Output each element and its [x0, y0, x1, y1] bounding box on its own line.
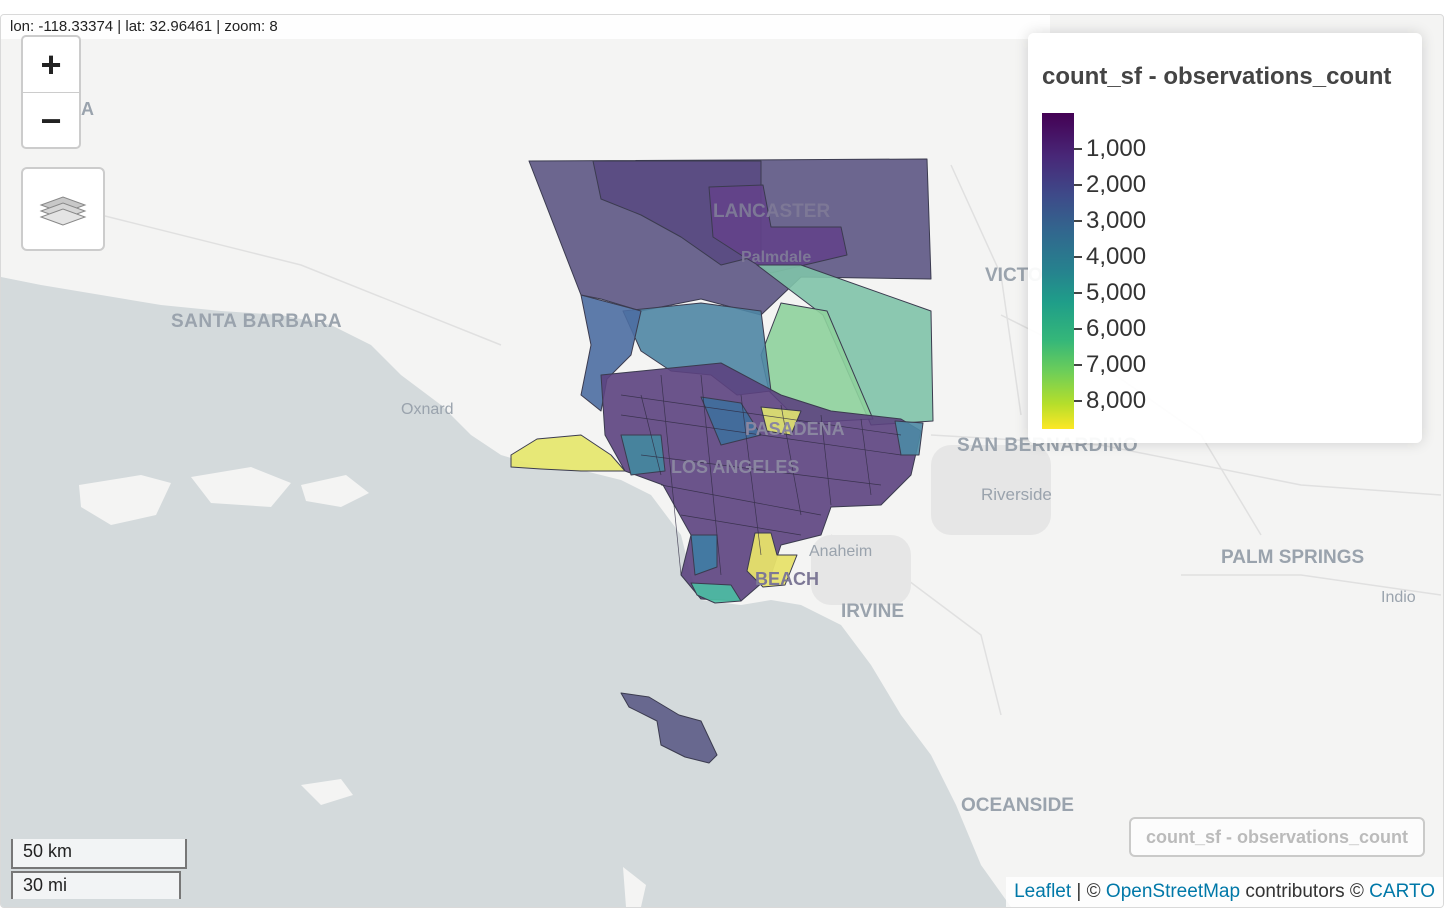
legend-tick	[1074, 400, 1082, 402]
legend-label: 8,000	[1086, 387, 1147, 414]
legend-label: 1,000	[1086, 135, 1147, 162]
legend-label: 4,000	[1086, 243, 1147, 270]
legend-tick	[1074, 184, 1082, 186]
layers-icon	[39, 196, 87, 226]
layer-toggle-button[interactable]: count_sf - observations_count	[1129, 817, 1425, 857]
place-label: Indio	[1381, 589, 1416, 606]
legend-color-bar	[1042, 113, 1074, 429]
attribution-contributors: contributors ©	[1240, 881, 1370, 902]
zoom-in-button[interactable]: +	[23, 37, 79, 93]
legend-tick	[1074, 328, 1082, 330]
osm-link[interactable]: OpenStreetMap	[1105, 881, 1241, 902]
legend-tick	[1074, 364, 1082, 366]
layers-button[interactable]	[21, 167, 105, 251]
zoom-out-button[interactable]: −	[40, 99, 62, 141]
leaflet-link[interactable]: Leaflet	[1014, 881, 1072, 902]
place-label: PASADENA	[745, 419, 845, 439]
place-label: A	[81, 99, 94, 119]
place-label: Anaheim	[809, 543, 873, 560]
place-label: Oxnard	[401, 401, 454, 418]
place-label: Palmdale	[741, 249, 812, 266]
legend-tick	[1074, 256, 1082, 258]
carto-link[interactable]: CARTO	[1369, 881, 1435, 902]
legend-tick	[1074, 220, 1082, 222]
place-label: BEACH	[755, 569, 820, 589]
place-label: PALM SPRINGS	[1221, 547, 1365, 568]
legend-label: 3,000	[1086, 207, 1147, 234]
legend-title: count_sf - observations_count	[1042, 63, 1392, 90]
coordinate-readout: lon: -118.33374 | lat: 32.96461 | zoom: …	[1, 15, 1050, 39]
place-label: Riverside	[981, 485, 1052, 504]
legend-label: 6,000	[1086, 315, 1147, 342]
scale-bar-mi: 30 mi	[11, 871, 181, 899]
legend-label: 5,000	[1086, 279, 1147, 306]
color-legend: count_sf - observations_count 1,000 2,00…	[1028, 33, 1422, 443]
place-label: LANCASTER	[713, 201, 831, 222]
place-label: OCEANSIDE	[961, 795, 1074, 816]
legend-tick	[1074, 148, 1082, 150]
scale-bar-km: 50 km	[11, 839, 187, 869]
legend-tick	[1074, 292, 1082, 294]
zoom-control: + −	[21, 35, 81, 149]
map-attribution: Leaflet | © OpenStreetMap contributors ©…	[1006, 877, 1443, 907]
place-label: SANTA BARBARA	[171, 311, 343, 332]
legend-label: 2,000	[1086, 171, 1147, 198]
place-label: LOS ANGELES	[671, 457, 800, 477]
attribution-separator: | ©	[1071, 881, 1106, 902]
place-label: IRVINE	[841, 601, 905, 622]
map-container[interactable]: lon: -118.33374 | lat: 32.96461 | zoom: …	[0, 14, 1444, 908]
legend-label: 7,000	[1086, 351, 1147, 378]
